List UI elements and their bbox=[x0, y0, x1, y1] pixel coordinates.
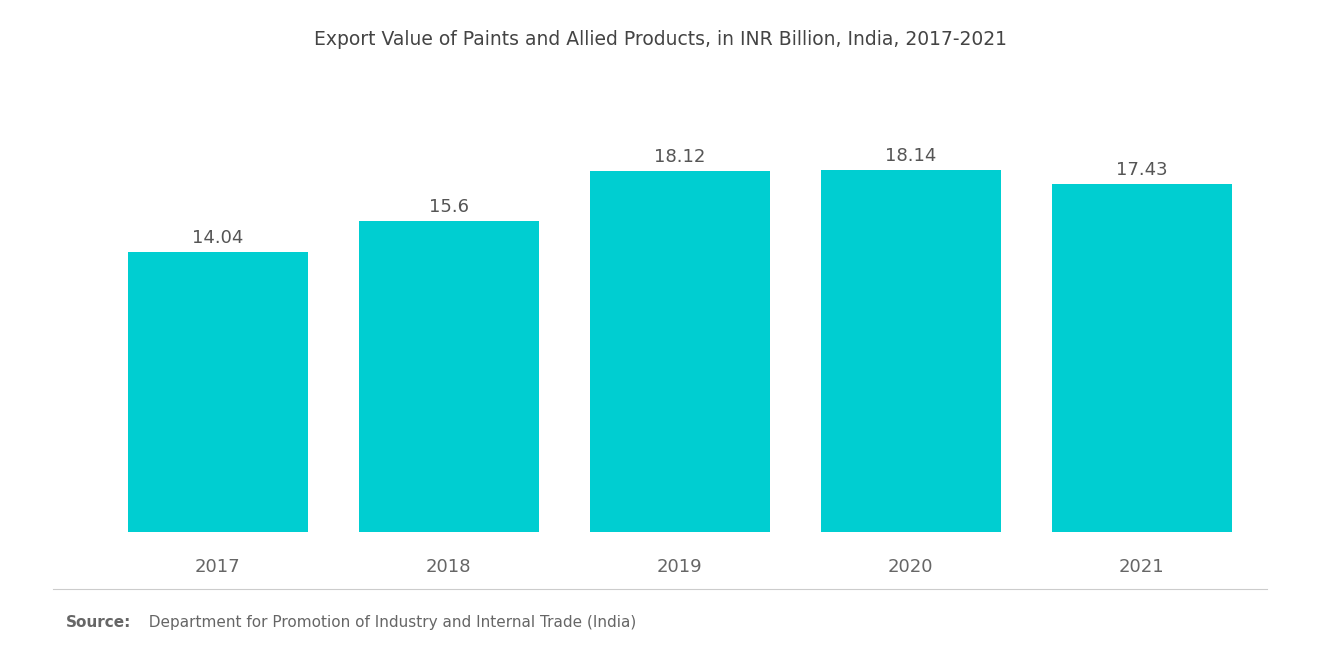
Text: 18.14: 18.14 bbox=[886, 147, 936, 165]
Text: 14.04: 14.04 bbox=[193, 229, 243, 247]
Bar bbox=[1052, 184, 1232, 532]
Bar bbox=[128, 252, 308, 532]
Text: Export Value of Paints and Allied Products, in INR Billion, India, 2017-2021: Export Value of Paints and Allied Produc… bbox=[314, 30, 1006, 49]
Text: 15.6: 15.6 bbox=[429, 198, 469, 215]
Bar bbox=[359, 221, 539, 532]
Bar bbox=[590, 170, 770, 532]
Text: 18.12: 18.12 bbox=[655, 148, 705, 166]
Text: 17.43: 17.43 bbox=[1115, 162, 1168, 180]
Text: Department for Promotion of Industry and Internal Trade (India): Department for Promotion of Industry and… bbox=[139, 615, 636, 630]
Text: Source:: Source: bbox=[66, 615, 132, 630]
Bar bbox=[821, 170, 1001, 532]
